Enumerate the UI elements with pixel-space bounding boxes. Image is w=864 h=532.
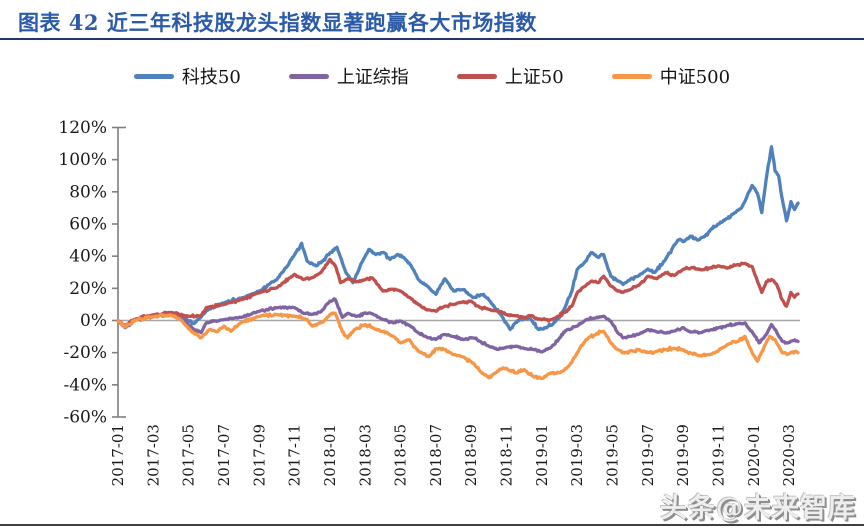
legend-label-zz500: 中证500 (659, 67, 731, 88)
x-tick-label: 2020-03 (780, 424, 798, 486)
legend-item-zz500: 中证500 (611, 63, 731, 89)
x-tick-label: 2017-03 (144, 424, 162, 486)
y-tick-label: 120% (58, 118, 107, 138)
x-tick-label: 2017-11 (286, 424, 304, 486)
chart-legend: 科技50 上证综指 上证50 中证500 (0, 63, 864, 89)
x-tick-label: 2017-01 (109, 424, 127, 486)
x-tick-label: 2017-07 (215, 424, 233, 486)
y-tick-label: 60% (69, 215, 107, 235)
x-tick-label: 2018-05 (392, 424, 410, 486)
series-line-szzz (116, 297, 800, 354)
bottom-rule (0, 524, 864, 526)
x-tick-label: 2019-05 (604, 424, 622, 486)
x-tick-label: 2018-01 (321, 424, 339, 486)
x-tick-label: 2018-07 (427, 424, 445, 486)
y-tick-label: 0% (80, 311, 107, 331)
legend-swatch-zz500 (611, 73, 652, 79)
x-tick-label: 2019-07 (639, 424, 657, 486)
y-axis: 120% 100% 80% 60% 40% 20% 0% -20% -40% -60% (58, 118, 126, 428)
series-line-sse50 (116, 257, 800, 327)
y-tick-label: 40% (69, 247, 107, 267)
legend-swatch-sse50 (456, 73, 497, 79)
y-tick-label: 20% (69, 279, 107, 299)
x-axis-labels: 2017-01 2017-03 2017-05 2017-07 2017-09 2017-… (109, 424, 798, 486)
figure-title: 图表 42 近三年科技股龙头指数显著跑赢各大市场指数 (18, 10, 537, 35)
x-tick-label: 2019-09 (674, 424, 692, 486)
legend-label-tech50: 科技50 (181, 67, 241, 88)
x-tick-label: 2018-03 (356, 424, 374, 486)
x-tick-label: 2020-01 (745, 424, 763, 486)
legend-item-sse50: 上证50 (456, 63, 564, 89)
y-tick-label: -60% (63, 408, 107, 428)
x-tick-label: 2017-05 (180, 424, 198, 486)
x-tick-label: 2018-11 (498, 424, 516, 486)
x-tick-label: 2018-09 (462, 424, 480, 486)
y-tick-label: -40% (63, 375, 107, 395)
legend-swatch-szzz (288, 73, 329, 79)
y-tick-label: 80% (69, 182, 107, 202)
y-tick-label: -20% (63, 343, 107, 363)
legend-item-tech50: 科技50 (133, 63, 241, 89)
legend-label-szzz: 上证综指 (336, 67, 409, 88)
title-underline (0, 38, 864, 40)
x-tick-label: 2019-11 (710, 424, 728, 486)
x-tick-label: 2019-01 (533, 424, 551, 486)
x-tick-label: 2019-03 (568, 424, 586, 486)
x-tick-label: 2017-09 (250, 424, 268, 486)
legend-label-sse50: 上证50 (504, 67, 564, 88)
series-line-zz500 (116, 311, 800, 381)
y-tick-label: 100% (58, 150, 107, 170)
legend-item-szzz: 上证综指 (288, 63, 409, 89)
watermark: 头条@未来智库 (660, 493, 856, 524)
legend-swatch-tech50 (133, 73, 174, 79)
